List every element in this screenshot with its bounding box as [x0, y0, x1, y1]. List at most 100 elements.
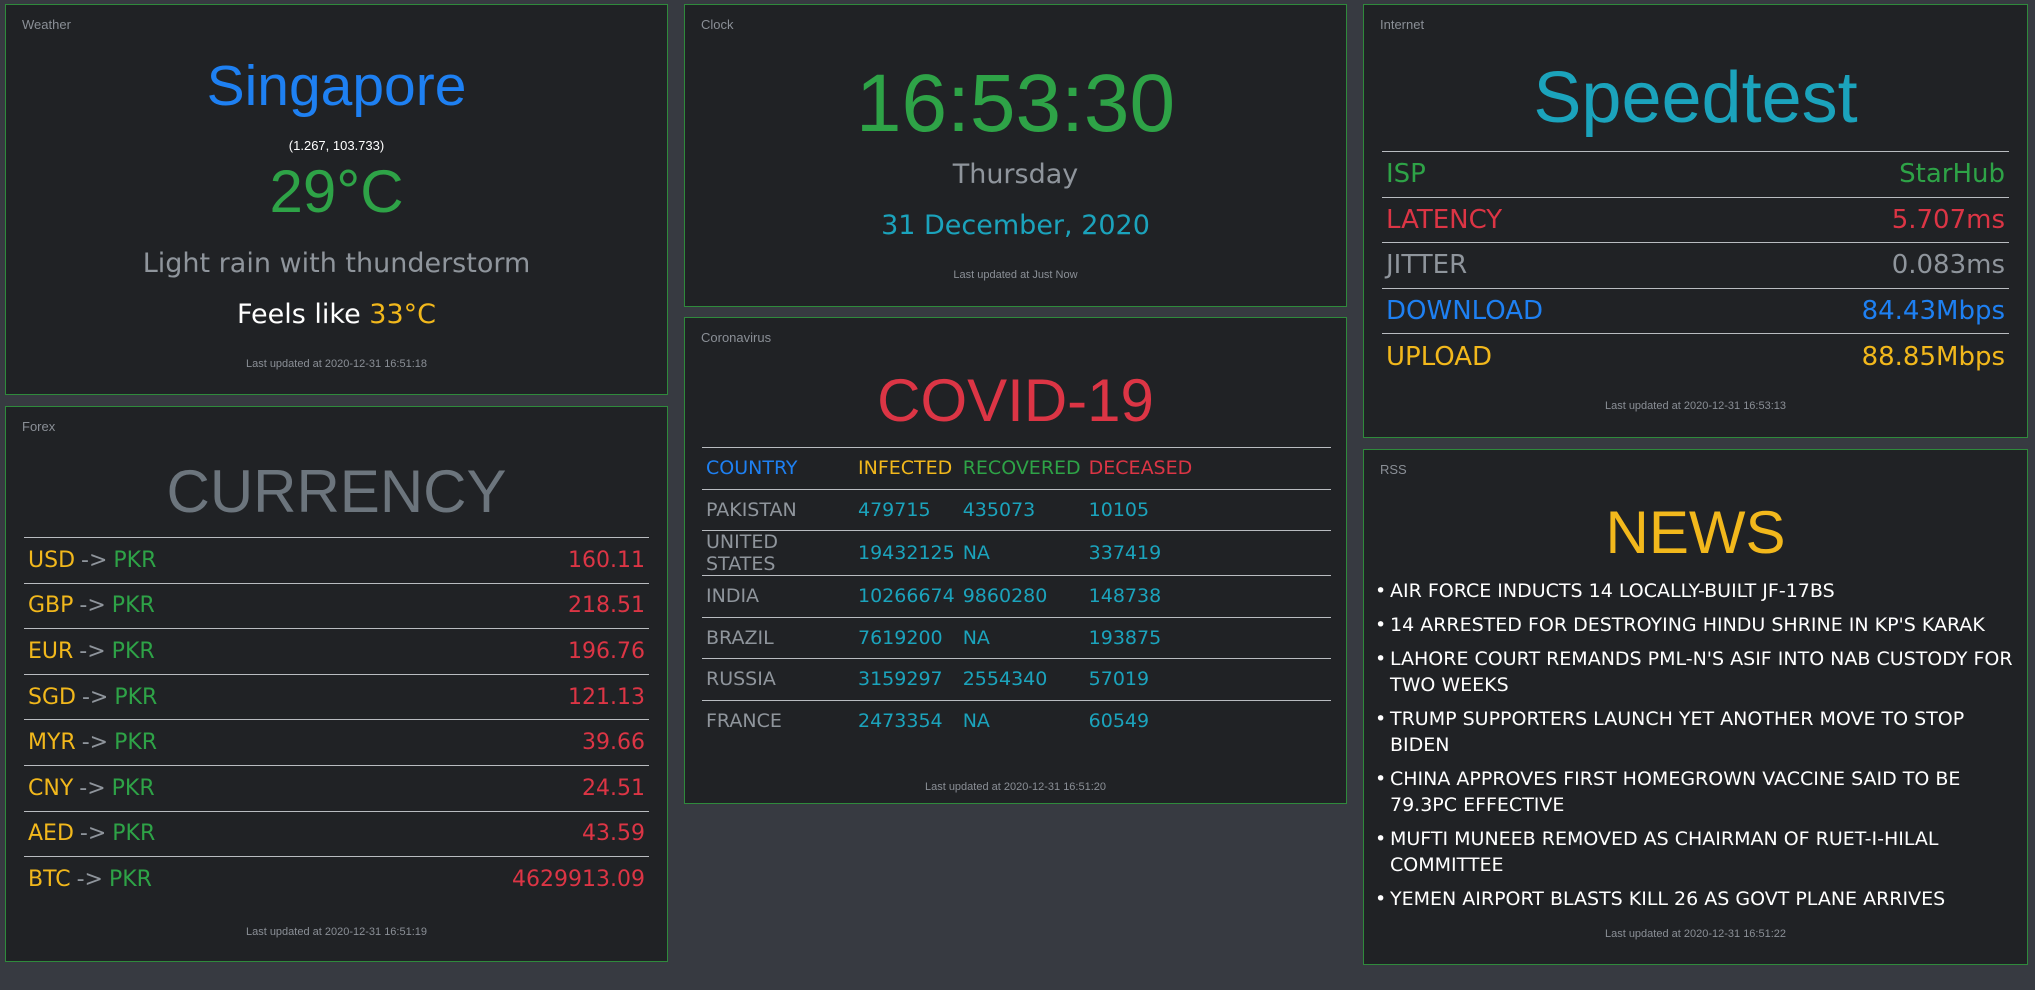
forex-row: CNY -> PKR 24.51 [24, 764, 649, 811]
forex-row: BTC -> PKR 4629913.09 [24, 856, 649, 902]
panel-label: Forex [22, 419, 56, 434]
table-row: INDIA 10266674 9860280 148738 [702, 575, 1331, 617]
rss-panel: RSS NEWS AIR FORCE INDUCTS 14 LOCALLY-BU… [1363, 449, 2028, 965]
arrow-icon: -> [79, 638, 106, 664]
covid-header-infected: INFECTED [854, 447, 959, 489]
covid-header-country: COUNTRY [702, 447, 854, 489]
forex-title: CURRENCY [166, 458, 507, 525]
news-item[interactable]: YEMEN AIRPORT BLASTS KILL 26 AS GOVT PLA… [1372, 886, 2013, 912]
table-row: UNITED STATES 19432125 NA 337419 [702, 530, 1331, 576]
covid-cell-country: FRANCE [702, 699, 854, 742]
clock-time: 16:53:30 [855, 58, 1176, 149]
covid-cell-deceased: 193875 [1084, 616, 1331, 659]
currency-pair: MYR -> PKR [28, 730, 157, 755]
covid-cell-infected: 2473354 [854, 699, 959, 742]
speedtest-row-upload: UPLOAD 88.85Mbps [1382, 333, 2009, 379]
speedtest-key: ISP [1386, 159, 1426, 190]
panel-label: Internet [1380, 17, 1425, 32]
news-item[interactable]: 14 ARRESTED FOR DESTROYING HINDU SHRINE … [1372, 612, 2013, 638]
currency-from: BTC [28, 866, 71, 892]
news-item[interactable]: TRUMP SUPPORTERS LAUNCH YET ANOTHER MOVE… [1372, 706, 2013, 758]
covid-cell-country: PAKISTAN [702, 488, 854, 531]
news-item[interactable]: CHINA APPROVES FIRST HOMEGROWN VACCINE S… [1372, 766, 2013, 818]
exchange-rate: 39.66 [582, 730, 645, 756]
exchange-rate: 43.59 [582, 821, 645, 847]
forex-row: SGD -> PKR 121.13 [24, 673, 649, 720]
arrow-icon: -> [81, 547, 108, 573]
covid-updated: Last updated at 2020-12-31 16:51:20 [924, 781, 1107, 793]
news-item[interactable]: MUFTI MUNEEB REMOVED AS CHAIRMAN OF RUET… [1372, 826, 2013, 878]
covid-cell-deceased: 148738 [1084, 575, 1331, 617]
currency-pair: AED -> PKR [28, 821, 155, 846]
covid-cell-recovered: NA [958, 530, 1085, 576]
speedtest-row-download: DOWNLOAD 84.43Mbps [1382, 287, 2009, 334]
currency-from: MYR [28, 730, 76, 756]
arrow-icon: -> [76, 866, 103, 892]
speedtest-value: 5.707ms [1891, 204, 2005, 235]
news-item[interactable]: LAHORE COURT REMANDS PML-N'S ASIF INTO N… [1372, 646, 2013, 698]
table-row: PAKISTAN 479715 435073 10105 [702, 488, 1331, 531]
currency-from: EUR [28, 638, 74, 664]
arrow-icon: -> [79, 821, 107, 847]
covid-cell-deceased: 57019 [1084, 658, 1331, 700]
currency-pair: SGD -> PKR [28, 685, 157, 710]
clock-panel: Clock 16:53:30 Thursday 31 December, 202… [684, 4, 1347, 307]
forex-table: USD -> PKR 160.11 GBP -> PKR 218.51 EUR -> PKR… [24, 537, 649, 902]
panel-label: Coronavirus [701, 330, 772, 345]
covid-panel: Coronavirus COVID-19 COUNTRY INFECTED RE… [684, 317, 1347, 804]
exchange-rate: 24.51 [582, 775, 645, 801]
clock-date: 31 December, 2020 [881, 210, 1150, 241]
news-title: NEWS [1605, 499, 1786, 566]
currency-from: GBP [28, 593, 74, 619]
speedtest-value: 0.083ms [1891, 250, 2005, 281]
currency-to: PKR [111, 638, 155, 664]
forex-row: GBP -> PKR 218.51 [24, 582, 649, 629]
speedtest-key: DOWNLOAD [1386, 296, 1544, 327]
clock-day: Thursday [952, 159, 1079, 190]
currency-from: USD [28, 547, 76, 573]
forex-panel: Forex CURRENCY USD -> PKR 160.11 GBP -> PKR … [5, 406, 668, 962]
table-row: BRAZIL 7619200 NA 193875 [702, 616, 1331, 659]
exchange-rate: 196.76 [568, 638, 645, 664]
covid-cell-infected: 10266674 [854, 575, 959, 617]
currency-from: CNY [28, 775, 74, 801]
weather-temperature: 29°C [269, 158, 404, 225]
exchange-rate: 4629913.09 [512, 866, 645, 892]
covid-cell-recovered: 2554340 [958, 658, 1085, 700]
currency-pair: BTC -> PKR [28, 867, 152, 892]
covid-table: COUNTRY INFECTED RECOVERED DECEASED PAKI… [702, 447, 1331, 742]
weather-updated: Last updated at 2020-12-31 16:51:18 [245, 358, 428, 370]
table-row: RUSSIA 3159297 2554340 57019 [702, 658, 1331, 700]
news-item[interactable]: AIR FORCE INDUCTS 14 LOCALLY-BUILT JF-17… [1372, 578, 2013, 604]
covid-cell-infected: 19432125 [854, 530, 959, 576]
speedtest-title: Speedtest [1533, 58, 1858, 138]
currency-from: SGD [28, 684, 76, 710]
currency-to: PKR [114, 684, 158, 710]
weather-panel: Weather Singapore (1.267, 103.733) 29°C … [5, 4, 668, 395]
arrow-icon: -> [79, 775, 106, 801]
speedtest-key: UPLOAD [1386, 341, 1493, 372]
speedtest-table: ISP StarHub LATENCY 5.707ms JITTER 0.083… [1382, 151, 2009, 379]
arrow-icon: -> [81, 684, 109, 710]
currency-to: PKR [108, 866, 152, 892]
currency-to: PKR [111, 775, 155, 801]
clock-updated: Last updated at Just Now [953, 269, 1078, 281]
currency-to: PKR [111, 593, 155, 619]
exchange-rate: 121.13 [568, 684, 645, 710]
covid-cell-country: RUSSIA [702, 658, 854, 700]
speedtest-value: StarHub [1899, 159, 2005, 190]
covid-cell-recovered: NA [958, 616, 1085, 659]
forex-row: AED -> PKR 43.59 [24, 810, 649, 857]
covid-cell-infected: 7619200 [854, 616, 959, 659]
speedtest-row-jitter: JITTER 0.083ms [1382, 242, 2009, 288]
feels-like-label: Feels like [236, 299, 361, 330]
arrow-icon: -> [79, 593, 106, 619]
covid-cell-deceased: 10105 [1084, 488, 1331, 531]
covid-header-recovered: RECOVERED [958, 447, 1085, 489]
forex-row: USD -> PKR 160.11 [24, 537, 649, 583]
covid-cell-deceased: 60549 [1084, 699, 1331, 742]
panel-label: Weather [22, 17, 71, 32]
covid-cell-recovered: NA [958, 699, 1085, 742]
weather-city: Singapore [206, 54, 467, 118]
weather-feels-like: Feels like 33°C [6, 299, 667, 330]
